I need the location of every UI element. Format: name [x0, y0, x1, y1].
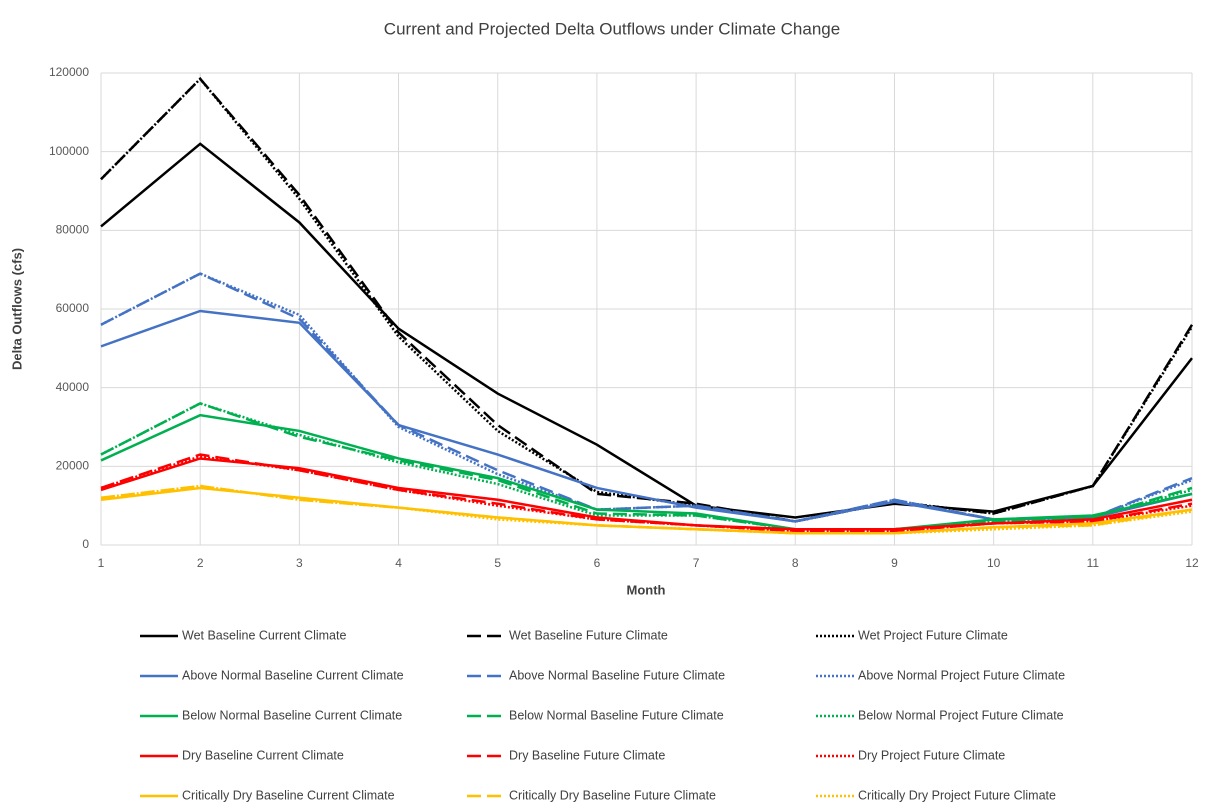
series-line	[100, 142, 1193, 519]
series-line	[100, 413, 1193, 531]
y-tick-label: 100000	[49, 144, 89, 158]
series-line	[100, 272, 1193, 523]
x-tick-label: 7	[693, 556, 700, 570]
legend-label: Above Normal Project Future Climate	[858, 668, 1065, 682]
legend-label: Dry Baseline Current Climate	[182, 748, 344, 762]
series-line	[100, 272, 1193, 523]
y-tick-label: 120000	[49, 65, 89, 79]
y-tick-label: 80000	[56, 223, 90, 237]
legend-label: Critically Dry Baseline Current Climate	[182, 788, 395, 802]
x-axis-title: Month	[627, 582, 666, 597]
y-tick-label: 60000	[56, 301, 90, 315]
legend-label: Dry Baseline Future Climate	[509, 748, 665, 762]
x-tick-label: 12	[1185, 556, 1199, 570]
series-line	[100, 402, 1193, 531]
legend-label: Below Normal Baseline Future Climate	[509, 708, 724, 722]
legend-label: Wet Baseline Current Climate	[182, 628, 346, 642]
x-tick-label: 11	[1087, 556, 1100, 570]
series-line	[100, 484, 1193, 535]
legend-label: Critically Dry Project Future Climate	[858, 788, 1056, 802]
legend-label: Wet Project Future Climate	[858, 628, 1008, 642]
x-tick-label: 6	[594, 556, 601, 570]
y-tick-label: 20000	[56, 459, 90, 473]
series-line	[100, 453, 1193, 533]
x-tick-label: 8	[792, 556, 799, 570]
y-axis-title: Delta Outflows (cfs)	[9, 248, 24, 370]
legend-label: Below Normal Baseline Current Climate	[182, 708, 402, 722]
x-tick-label: 10	[987, 556, 1001, 570]
legend-label: Below Normal Project Future Climate	[858, 708, 1064, 722]
legend-label: Above Normal Baseline Future Climate	[509, 668, 725, 682]
legend-label: Above Normal Baseline Current Climate	[182, 668, 404, 682]
legend-label: Wet Baseline Future Climate	[509, 628, 668, 642]
chart-title: Current and Projected Delta Outflows und…	[384, 19, 840, 38]
x-tick-label: 3	[296, 556, 303, 570]
y-tick-label: 0	[82, 537, 89, 551]
series-line	[100, 309, 1193, 523]
x-tick-label: 1	[98, 556, 105, 570]
x-tick-label: 2	[197, 556, 204, 570]
legend-label: Dry Project Future Climate	[858, 748, 1005, 762]
legend-label: Critically Dry Baseline Future Climate	[509, 788, 716, 802]
y-tick-label: 40000	[56, 380, 90, 394]
x-tick-label: 9	[891, 556, 898, 570]
x-tick-label: 5	[494, 556, 501, 570]
x-tick-label: 4	[395, 556, 402, 570]
